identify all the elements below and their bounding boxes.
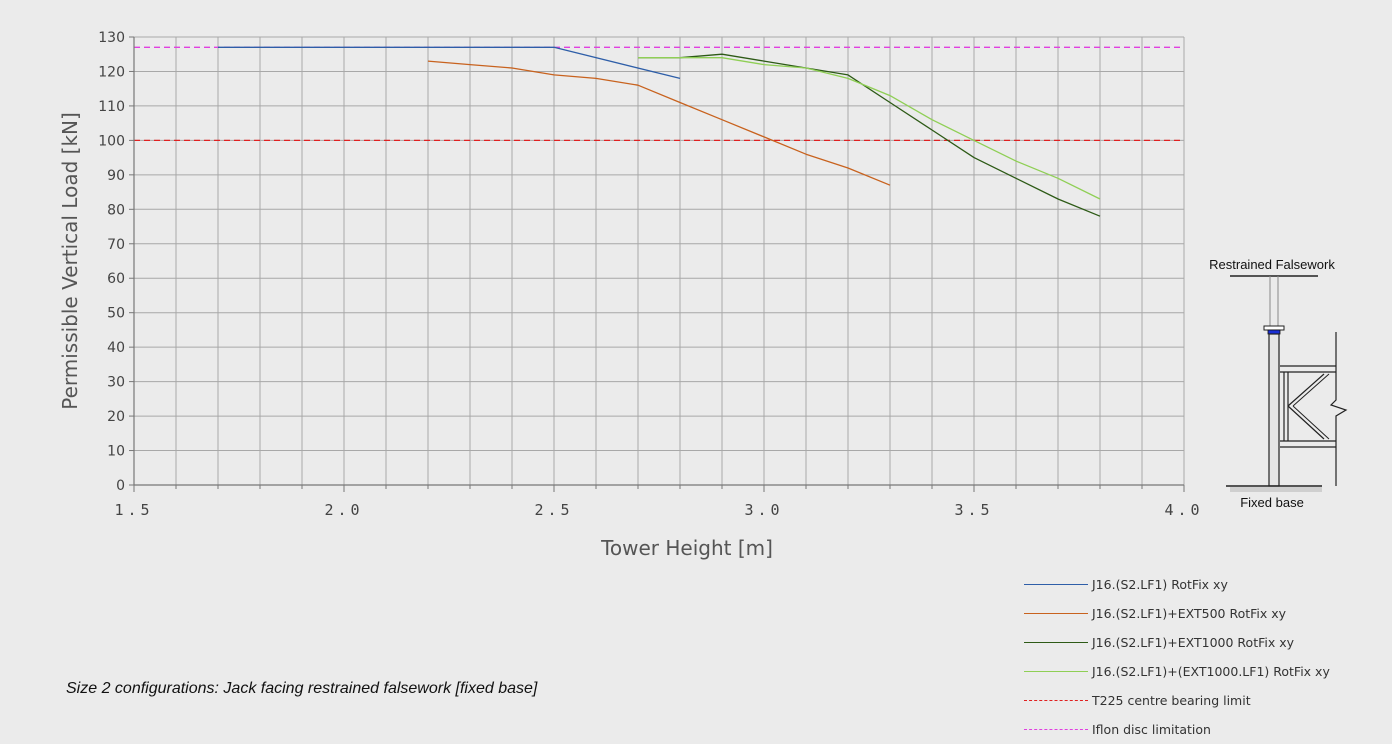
y-tick-labels: 0 10 20 30 40 50 60 70 80 90 100 110 120 130 <box>98 30 125 494</box>
axes <box>129 36 1185 492</box>
y-tick-label: 10 <box>107 444 125 460</box>
x-axis-label: Tower Height [m] <box>600 536 773 560</box>
x-tick-labels: 1.5 2.0 2.5 3.0 3.5 4.0 <box>114 501 1203 519</box>
series-line-1 <box>218 46 681 80</box>
legend-entry: J16.(S2.LF1)+(EXT1000.LF1) RotFix xy <box>1024 657 1330 686</box>
legend-entry: T225 centre bearing limit <box>1024 686 1330 715</box>
series-line-4 <box>638 57 1101 200</box>
legend-entry: J16.(S2.LF1) RotFix xy <box>1024 570 1330 599</box>
y-tick-label: 90 <box>107 168 125 184</box>
plot-area <box>134 37 1184 485</box>
legend: J16.(S2.LF1) RotFix xy J16.(S2.LF1)+EXT5… <box>1024 570 1330 744</box>
legend-label: T225 centre bearing limit <box>1092 693 1251 708</box>
legend-entry: Iflon disc limitation <box>1024 715 1330 744</box>
legend-label: J16.(S2.LF1)+EXT500 RotFix xy <box>1092 606 1287 621</box>
legend-label: Iflon disc limitation <box>1092 722 1211 737</box>
legend-swatch <box>1024 729 1088 730</box>
legend-label: J16.(S2.LF1)+(EXT1000.LF1) RotFix xy <box>1092 664 1330 679</box>
legend-swatch <box>1024 584 1088 585</box>
x-tick-label: 3.0 <box>744 501 783 519</box>
legend-label: J16.(S2.LF1) RotFix xy <box>1092 577 1228 592</box>
x-tick-label: 3.5 <box>954 501 993 519</box>
y-tick-label: 110 <box>98 99 125 115</box>
y-tick-label: 40 <box>107 340 125 356</box>
series-line-2 <box>427 60 891 186</box>
chart: 1.5 2.0 2.5 3.0 3.5 4.0 0 10 20 30 40 50 60 70 80 90 10… <box>58 30 1348 560</box>
y-tick-label: 80 <box>107 202 125 218</box>
diagram-bottom-label: Fixed base <box>1240 495 1304 510</box>
y-tick-label: 60 <box>107 271 125 287</box>
legend-swatch <box>1024 642 1088 643</box>
y-axis-label: Permissible Vertical Load [kN] <box>58 112 82 410</box>
legend-entry: J16.(S2.LF1)+EXT1000 RotFix xy <box>1024 628 1330 657</box>
diagram-top-label: Restrained Falsework <box>1209 257 1335 272</box>
y-tick-label: 30 <box>107 375 125 391</box>
legend-swatch <box>1024 613 1088 614</box>
y-tick-label: 20 <box>107 409 125 425</box>
y-tick-label: 130 <box>98 30 125 46</box>
y-tick-label: 50 <box>107 306 125 322</box>
y-tick-label: 70 <box>107 237 125 253</box>
x-tick-label: 2.5 <box>534 501 573 519</box>
series-lines <box>218 46 1101 217</box>
figure-caption: Size 2 configurations: Jack facing restr… <box>66 680 538 697</box>
x-tick-label: 2.0 <box>324 501 363 519</box>
legend-label: J16.(S2.LF1)+EXT1000 RotFix xy <box>1092 635 1295 650</box>
grid <box>133 36 1185 486</box>
legend-swatch <box>1024 700 1088 701</box>
legend-swatch <box>1024 671 1088 672</box>
y-tick-label: 120 <box>98 64 125 80</box>
y-tick-label: 0 <box>116 478 125 494</box>
x-tick-label: 1.5 <box>114 501 153 519</box>
x-tick-label: 4.0 <box>1164 501 1203 519</box>
legend-entry: J16.(S2.LF1)+EXT500 RotFix xy <box>1024 599 1330 628</box>
falsework-diagram: Restrained Falsework Fixed base <box>1209 257 1348 510</box>
series-line-3 <box>638 53 1101 217</box>
y-tick-label: 100 <box>98 133 125 149</box>
